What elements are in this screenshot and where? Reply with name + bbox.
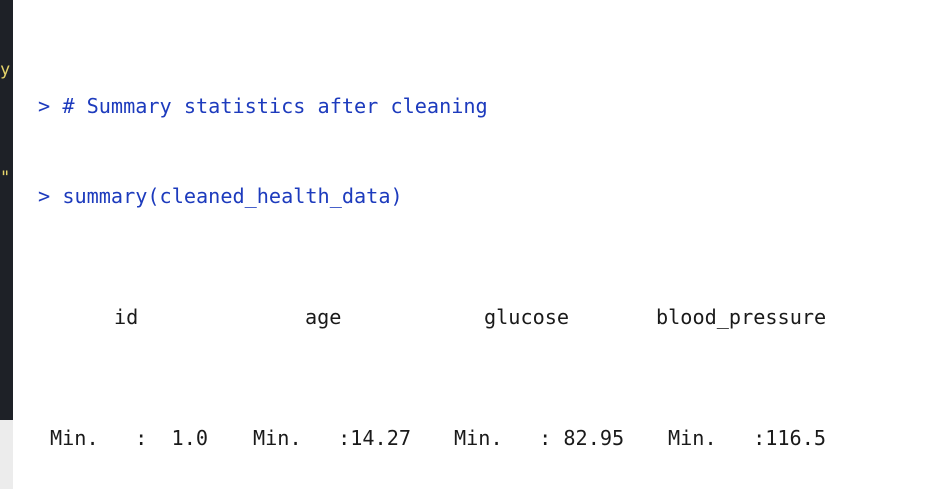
command-text: summary(cleaned_health_data) <box>62 184 403 209</box>
column-header-glucose: glucose <box>484 305 570 329</box>
editor-pane-edge-lower <box>0 420 13 489</box>
summary-cell: Min. :14.27 <box>253 425 412 450</box>
summary-header-row: id age glucose blood_pressure <box>38 302 933 332</box>
editor-text-fragment: ") <box>0 168 13 188</box>
prompt-symbol: > <box>38 184 51 209</box>
command-line: > summary(cleaned_health_data) <box>38 181 933 211</box>
console-output[interactable]: > # Summary statistics after cleaning > … <box>38 0 933 489</box>
prompt-symbol: > <box>38 93 51 118</box>
column-header-blood-pressure: blood_pressure <box>656 305 827 329</box>
command-line: > # Summary statistics after cleaning <box>38 91 933 121</box>
editor-text-fragment: y' <box>0 60 13 80</box>
command-text: # Summary statistics after cleaning <box>62 93 488 118</box>
summary-cell: Min. : 1.0 <box>50 425 209 450</box>
summary-row: Min. : 1.0 Min. :14.27 Min. : 82.95 Min. :1… <box>38 423 933 453</box>
summary-cell: Min. : 82.95 <box>454 425 625 450</box>
editor-pane-edge: y' ") <box>0 0 13 420</box>
column-header-age: age <box>305 305 342 329</box>
column-header-id: id <box>114 305 139 329</box>
summary-cell: Min. :116.5 <box>668 425 827 450</box>
